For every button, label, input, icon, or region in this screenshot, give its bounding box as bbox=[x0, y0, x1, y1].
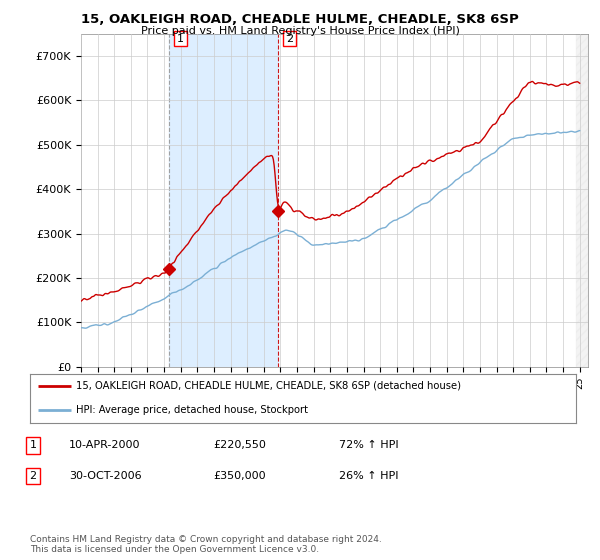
Text: Contains HM Land Registry data © Crown copyright and database right 2024.
This d: Contains HM Land Registry data © Crown c… bbox=[30, 535, 382, 554]
Text: £350,000: £350,000 bbox=[213, 471, 266, 481]
Text: 15, OAKLEIGH ROAD, CHEADLE HULME, CHEADLE, SK8 6SP (detached house): 15, OAKLEIGH ROAD, CHEADLE HULME, CHEADL… bbox=[76, 381, 461, 391]
Text: £220,550: £220,550 bbox=[213, 440, 266, 450]
Text: 72% ↑ HPI: 72% ↑ HPI bbox=[339, 440, 398, 450]
Text: 15, OAKLEIGH ROAD, CHEADLE HULME, CHEADLE, SK8 6SP: 15, OAKLEIGH ROAD, CHEADLE HULME, CHEADL… bbox=[81, 13, 519, 26]
Text: 30-OCT-2006: 30-OCT-2006 bbox=[69, 471, 142, 481]
Text: 1: 1 bbox=[29, 440, 37, 450]
Text: 10-APR-2000: 10-APR-2000 bbox=[69, 440, 140, 450]
Text: HPI: Average price, detached house, Stockport: HPI: Average price, detached house, Stoc… bbox=[76, 405, 308, 416]
Bar bbox=[169, 34, 278, 367]
Text: Price paid vs. HM Land Registry's House Price Index (HPI): Price paid vs. HM Land Registry's House … bbox=[140, 26, 460, 36]
Bar bbox=[575, 34, 588, 367]
Text: 2: 2 bbox=[286, 34, 293, 44]
Text: 1: 1 bbox=[177, 34, 184, 44]
Text: 2: 2 bbox=[29, 471, 37, 481]
Text: 26% ↑ HPI: 26% ↑ HPI bbox=[339, 471, 398, 481]
